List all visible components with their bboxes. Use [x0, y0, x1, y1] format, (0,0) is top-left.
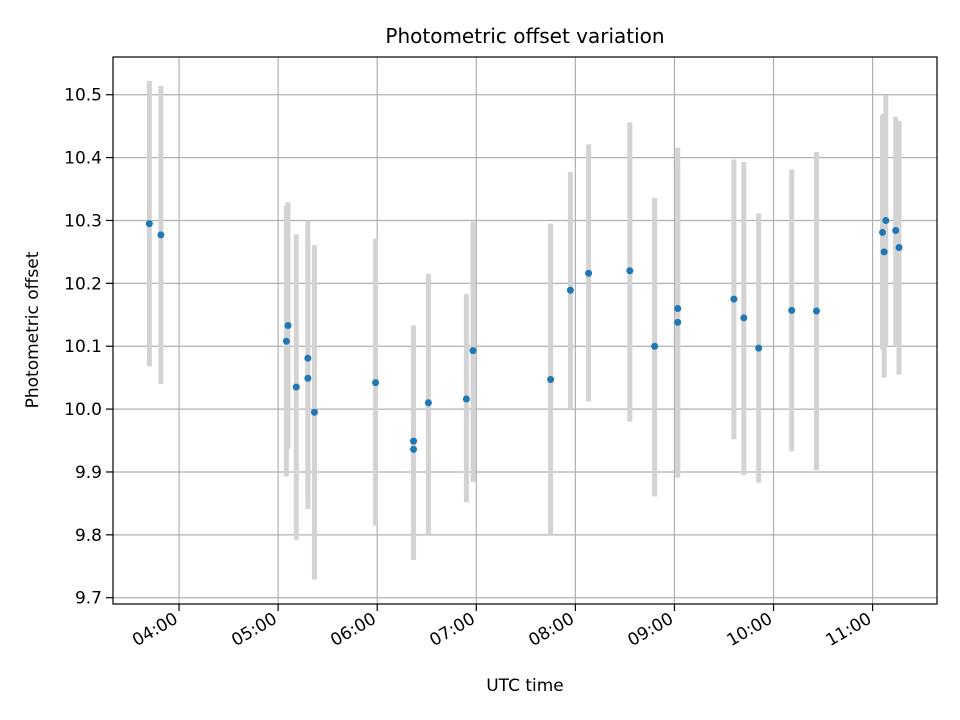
plot-frame [112, 56, 938, 605]
data-point [882, 216, 890, 224]
y-axis-label: Photometric offset [23, 251, 43, 408]
data-point [372, 379, 380, 387]
data-point [788, 306, 796, 314]
data-point [566, 286, 574, 294]
data-points [145, 216, 903, 453]
data-point [755, 344, 763, 352]
y-axis: 9.7 9.8 9.9 10.0 10.1 10.2 10.3 10.4 10.5 [64, 86, 113, 609]
data-point [585, 269, 593, 277]
y-tick-label: 10.1 [64, 337, 102, 357]
data-point [674, 304, 682, 312]
data-point [730, 295, 738, 303]
data-point [304, 354, 312, 362]
grid [113, 57, 937, 604]
data-point [880, 248, 888, 256]
data-point [626, 267, 634, 275]
y-tick-label: 9.9 [75, 463, 102, 483]
data-point [145, 220, 153, 228]
data-point [547, 376, 555, 384]
data-point [469, 347, 477, 355]
data-point [892, 227, 900, 235]
plot-area [113, 57, 937, 604]
y-tick-label: 10.5 [64, 86, 102, 106]
data-point [651, 342, 659, 350]
data-point [282, 337, 290, 345]
y-tick-label: 10.2 [64, 274, 102, 294]
data-point [740, 314, 748, 322]
y-tick-label: 10.4 [64, 149, 102, 169]
data-point [410, 437, 418, 445]
data-point [292, 383, 300, 391]
y-tick-label: 10.3 [64, 211, 102, 231]
data-point [284, 321, 292, 329]
y-tick-label: 9.8 [75, 526, 102, 546]
x-axis-label: UTC time [486, 676, 564, 696]
y-tick-label: 9.7 [75, 589, 102, 609]
chart-title: Photometric offset variation [385, 24, 664, 48]
data-point [879, 228, 887, 236]
data-point [410, 445, 418, 453]
data-point [310, 408, 318, 416]
data-point [424, 399, 432, 407]
data-point [157, 231, 165, 239]
data-point [674, 318, 682, 326]
data-point [462, 395, 470, 403]
data-point [304, 374, 312, 382]
data-point [812, 307, 820, 315]
data-point [895, 244, 903, 252]
y-tick-label: 10.0 [64, 400, 102, 420]
